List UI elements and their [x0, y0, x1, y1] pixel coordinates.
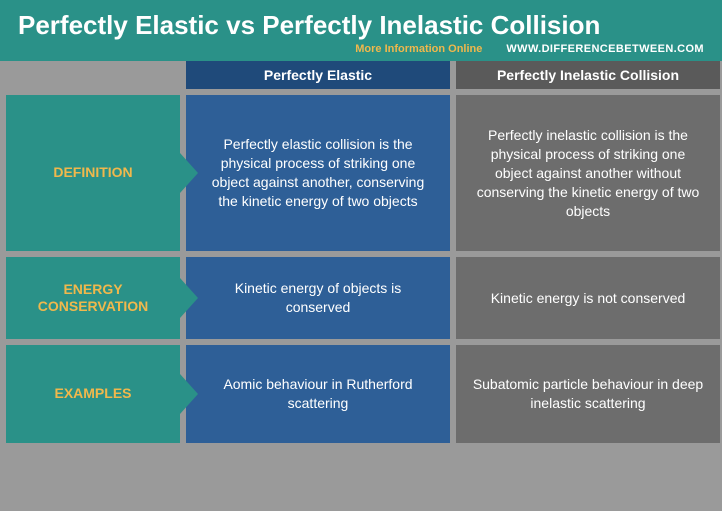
- grid-spacer: [6, 61, 180, 89]
- cell-examples-right: Subatomic particle behaviour in deep ine…: [456, 345, 720, 443]
- row-label-energy: ENERGY CONSERVATION: [6, 257, 180, 339]
- column-header-right: Perfectly Inelastic Collision: [456, 61, 720, 89]
- header: Perfectly Elastic vs Perfectly Inelastic…: [0, 0, 722, 61]
- row-label-examples: EXAMPLES: [6, 345, 180, 443]
- row-label-definition: DEFINITION: [6, 95, 180, 251]
- cell-examples-left: Aomic behaviour in Rutherford scattering: [186, 345, 450, 443]
- column-header-left: Perfectly Elastic: [186, 61, 450, 89]
- comparison-grid: Perfectly Elastic Perfectly Inelastic Co…: [0, 61, 722, 449]
- page-title: Perfectly Elastic vs Perfectly Inelastic…: [18, 10, 704, 41]
- more-info-text: More Information Online: [355, 43, 482, 55]
- cell-definition-left: Perfectly elastic collision is the physi…: [186, 95, 450, 251]
- subheader: More Information Online WWW.DIFFERENCEBE…: [18, 43, 704, 55]
- cell-definition-right: Perfectly inelastic collision is the phy…: [456, 95, 720, 251]
- cell-energy-right: Kinetic energy is not conserved: [456, 257, 720, 339]
- cell-energy-left: Kinetic energy of objects is conserved: [186, 257, 450, 339]
- site-url: WWW.DIFFERENCEBETWEEN.COM: [506, 43, 704, 55]
